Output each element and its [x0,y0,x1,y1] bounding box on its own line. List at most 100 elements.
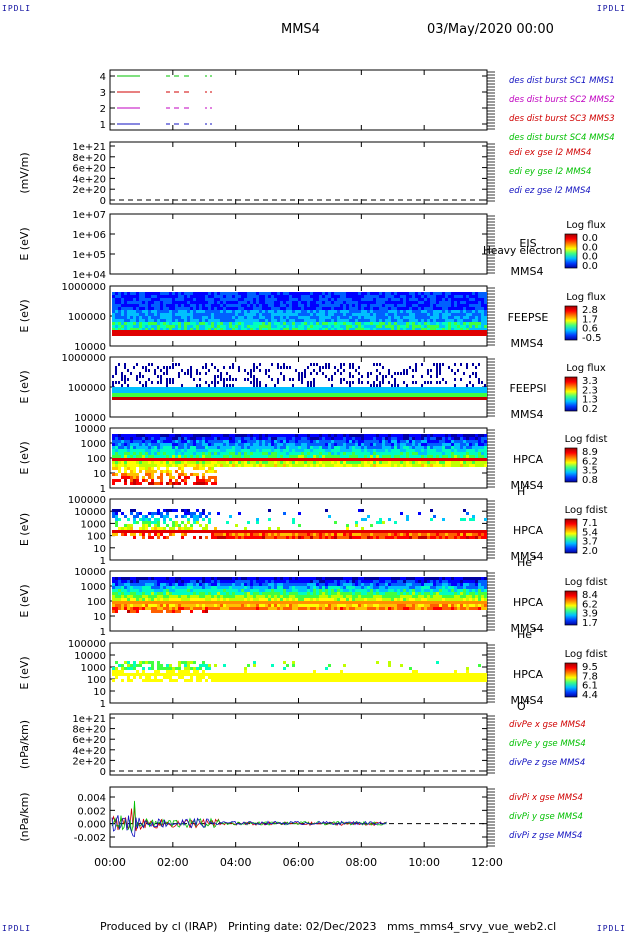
spectrogram-cell [202,366,204,369]
spectrogram-cell [316,304,319,307]
spectrogram-cell [379,390,382,393]
spectrogram-cell [301,298,304,301]
spectrogram-cell [220,372,222,375]
spectrogram-cell [244,310,247,313]
spectrogram-cell [445,307,448,310]
spectrogram-cell [370,322,373,325]
spectrogram-cell [166,381,168,384]
spectrogram-cell [367,295,370,298]
spectrogram-cell [448,298,451,301]
spectrogram-cell [412,449,415,452]
spectrogram-cell [322,455,325,458]
spectrogram-cell [343,325,346,328]
spectrogram-cell [382,381,384,384]
spectrogram-cell [409,387,412,390]
spectrogram-cell [292,304,295,307]
spectrogram-cell [481,307,484,310]
spectrogram-cell [286,328,289,331]
spectrogram-cell [163,455,166,458]
spectrogram-cell [463,304,466,307]
spectrogram-cell [250,452,253,455]
spectrogram-cell [253,298,256,301]
spectrogram-cell [454,292,457,295]
spectrogram-cell [247,301,250,304]
spectrogram-cell [295,292,298,295]
spectrogram-cell [439,461,442,464]
spectrogram-cell [418,458,421,461]
spectrogram-cell [274,461,277,464]
spectrogram-cell [427,434,430,437]
spectrogram-cell [478,301,481,304]
spectrogram-cell [325,304,328,307]
spectrogram-cell [196,437,199,440]
spectrogram-cell [337,369,339,372]
spectrogram-cell [313,446,316,449]
spectrogram-cell [343,434,346,437]
spectrogram-cell [286,390,289,393]
spectrogram-cell [241,316,244,319]
spectrogram-cell [253,533,256,536]
spectrogram-cell [436,363,438,366]
spectrogram-cell [418,313,421,316]
spectrogram-cell [433,443,436,446]
spectrogram-cell [166,387,169,390]
spectrogram-cell [205,515,208,518]
spectrogram-cell [397,295,400,298]
spectrogram-cell [202,322,205,325]
spectrogram-cell [388,328,391,331]
spectrogram-cell [394,458,397,461]
spectrogram-cell [133,464,136,467]
spectrogram-cell [328,452,331,455]
spectrogram-cell [166,470,169,473]
spectrogram-cell [367,387,370,390]
spectrogram-cell [451,316,454,319]
spectrogram-cell [256,521,259,524]
spectrogram-cell [277,533,280,536]
spectrogram-cell [214,313,217,316]
spectrogram-cell [313,461,316,464]
spectrogram-cell [457,319,460,322]
spectrogram-cell [349,458,352,461]
spectrogram-cell [436,443,439,446]
spectrogram-cell [148,378,150,381]
spectrogram-cell [130,322,133,325]
spectrogram-cell [121,298,124,301]
spectrogram-cell [253,295,256,298]
spectrogram-cell [175,304,178,307]
colorbar-tick-label: -0.5 [582,333,602,344]
spectrogram-cell [181,536,184,539]
spectrogram-cell [409,393,412,397]
spectrogram-cell [241,310,244,313]
spectrogram-cell [190,464,193,467]
spectrogram-cell [151,325,154,328]
spectrogram-cell [436,458,439,461]
spectrogram-cell [373,310,376,313]
spectrogram-cell [145,437,148,440]
spectrogram-cell [244,437,247,440]
spectrogram-cell [370,434,373,437]
spectrogram-cell [460,443,463,446]
spectrogram-cell [124,461,127,464]
panel-frame [109,498,488,561]
spectrogram-cell [337,292,340,295]
spectrogram-cell [118,434,121,437]
spectrogram-cell [337,328,340,331]
spectrogram-cell [325,330,328,336]
spectrogram-cell [436,434,439,437]
spectrogram-cell [226,319,229,322]
spectrogram-cell [121,446,124,449]
spectrogram-cell [346,307,349,310]
spectrogram-cell [367,449,370,452]
spectrogram-cell [412,387,415,390]
spectrogram-cell [208,310,211,313]
spectrogram-cell [241,390,244,393]
spectrogram-cell [436,381,438,384]
spectrogram-cell [373,322,376,325]
spectrogram-cell [391,330,394,336]
spectrogram-cell [247,533,250,536]
spectrogram-cell [268,530,271,533]
spectrogram-cell [433,437,436,440]
spectrogram-cell [289,295,292,298]
spectrogram-cell [223,319,226,322]
spectrogram-cell [292,533,295,536]
